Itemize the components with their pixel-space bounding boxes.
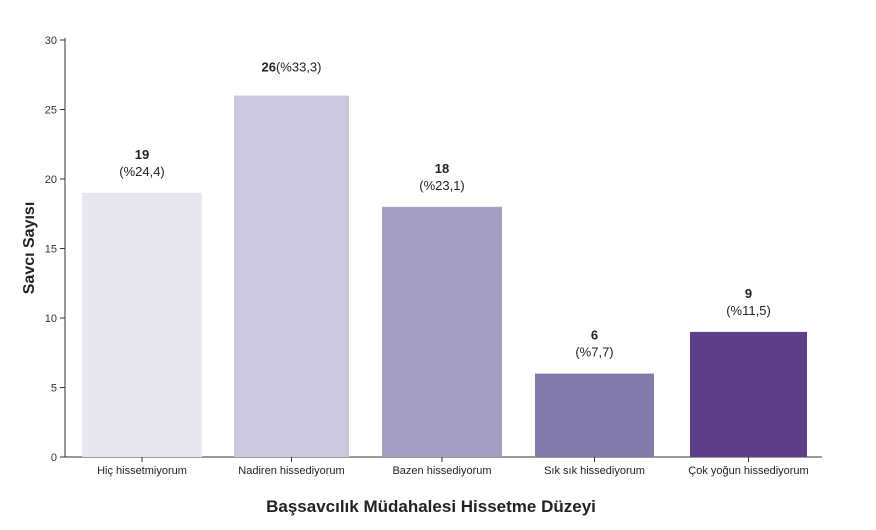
- bar: [535, 373, 654, 457]
- x-tick-label: Bazen hissediyorum: [392, 465, 491, 477]
- data-label-value: 26: [262, 60, 276, 75]
- x-axis: [65, 456, 822, 462]
- bar: [82, 192, 202, 457]
- data-label-percent: (%33,3): [276, 60, 322, 75]
- y-tick-label: 15: [45, 244, 57, 256]
- data-label: 26(%33,3): [262, 60, 322, 75]
- data-label-percent: (%7,7): [575, 345, 613, 360]
- bar: [382, 206, 502, 457]
- data-label-percent: (%11,5): [726, 303, 771, 318]
- y-axis: 0 5 10 15 20 25 30: [45, 35, 66, 464]
- x-axis-title: Başsavcılık Müdahalesi Hissetme Düzeyi: [266, 497, 596, 516]
- x-tick-label: Sık sık hissediyorum: [544, 465, 645, 477]
- data-label-value: 18: [435, 161, 449, 176]
- x-tick-label: Çok yoğun hissediyorum: [688, 465, 808, 477]
- y-tick-label: 25: [45, 105, 57, 117]
- data-label-percent: (%23,1): [419, 178, 465, 193]
- category-labels: Hiç hissetmiyorum Nadiren hissediyorum Baz…: [97, 465, 809, 477]
- y-tick-label: 10: [45, 313, 57, 325]
- x-tick-label: Hiç hissetmiyorum: [97, 465, 187, 477]
- y-tick-label: 0: [51, 452, 57, 464]
- y-tick-label: 30: [45, 35, 57, 47]
- data-label-value: 9: [745, 286, 752, 301]
- bars: [82, 95, 807, 457]
- y-tick-label: 20: [45, 174, 57, 186]
- data-label-value: 6: [591, 328, 598, 343]
- y-axis-title: Savcı Sayısı: [21, 202, 38, 295]
- bar: [234, 95, 349, 457]
- data-label-percent: (%24,4): [119, 164, 165, 179]
- bar: [690, 331, 807, 457]
- x-tick-label: Nadiren hissediyorum: [238, 465, 344, 477]
- data-label-value: 19: [135, 147, 149, 162]
- y-tick-label: 5: [51, 383, 57, 395]
- value-labels: 19 (%24,4) 26(%33,3) 18 (%23,1) 6 (%7,7) 9 (%11,…: [119, 60, 771, 360]
